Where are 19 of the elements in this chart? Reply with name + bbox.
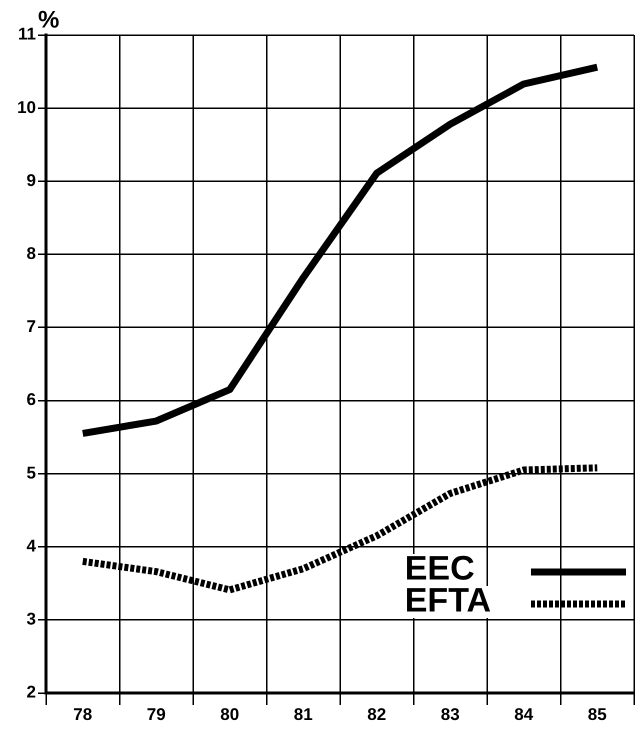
x-tick-label: 83: [440, 704, 460, 724]
y-tick-label: 11: [18, 24, 36, 44]
y-tick-label: 9: [26, 170, 36, 190]
y-tick-label: 3: [26, 610, 36, 629]
x-tick-label: 84: [514, 704, 534, 724]
y-tick-label: 2: [26, 682, 36, 702]
x-tick-label: 81: [294, 704, 313, 724]
x-tick-label: 80: [220, 704, 240, 724]
x-tick-label: 82: [367, 704, 386, 724]
x-tick-label: 79: [146, 704, 166, 724]
y-tick-label: 5: [26, 463, 36, 482]
x-tick-label: 78: [73, 704, 92, 724]
y-tick-label: 6: [26, 390, 36, 410]
y-tick-label: 7: [26, 317, 36, 336]
x-tick-label: 85: [588, 704, 607, 724]
y-axis-title: %: [38, 6, 60, 34]
y-tick-label: 10: [17, 98, 36, 117]
y-tick-label: 8: [26, 244, 36, 264]
y-tick-label: 4: [26, 536, 37, 556]
